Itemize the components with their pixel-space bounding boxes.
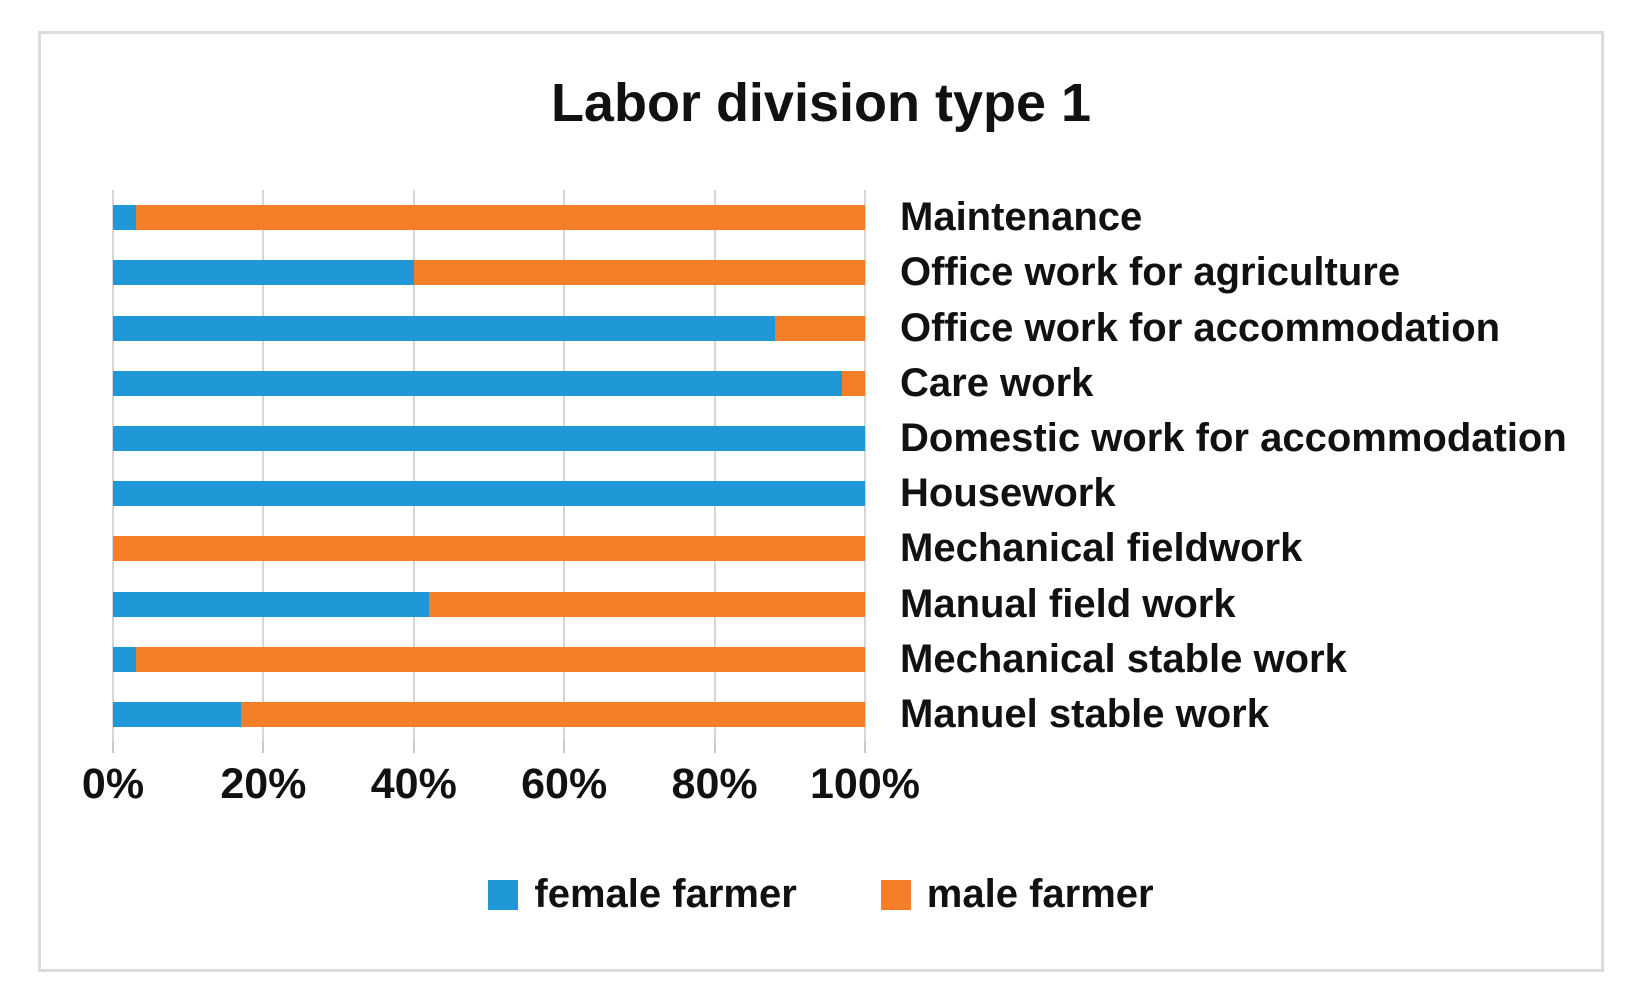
x-axis-tick — [864, 742, 866, 753]
bar-segment-female-farmer — [113, 425, 865, 451]
category-label: Maintenance — [900, 195, 1143, 240]
x-axis-tick — [713, 742, 716, 753]
category-label: Mechanical fieldwork — [900, 526, 1303, 571]
x-axis-tick-label: 80% — [671, 760, 758, 808]
legend-label: male farmer — [926, 872, 1154, 916]
bar-row — [113, 466, 865, 521]
chart-frame: Labor division type 1 Maintenance Office … — [38, 31, 1604, 972]
category-label: Manuel stable work — [900, 691, 1269, 736]
bar-row — [113, 411, 865, 466]
category-label: Office work for agriculture — [900, 250, 1401, 295]
bar-segment-male-farmer — [135, 205, 865, 231]
x-axis-tick — [412, 742, 415, 753]
bar-rows — [113, 190, 865, 742]
category-labels: Maintenance Office work for agriculture Of… — [900, 190, 1590, 742]
category-label: Manual field work — [900, 581, 1236, 626]
bar-row — [113, 245, 865, 300]
chart-title: Labor division type 1 — [550, 73, 1092, 133]
bar-row — [113, 521, 865, 576]
bar-row — [113, 356, 865, 411]
bar-segment-male-farmer — [774, 315, 865, 341]
bar-segment-female-farmer — [113, 260, 414, 286]
bar-row — [113, 190, 865, 245]
plot-area — [112, 190, 866, 742]
bar-stack-9 — [113, 646, 865, 672]
category-label: Domestic work for accommodation — [900, 415, 1567, 460]
legend-swatch-male-farmer — [880, 879, 911, 910]
bar-stack-1 — [113, 205, 865, 231]
category-label: Housework — [900, 471, 1116, 516]
bar-stack-7 — [113, 536, 865, 562]
bar-segment-male-farmer — [428, 591, 865, 617]
x-axis-tick — [262, 742, 265, 753]
category-label: Care work — [900, 360, 1094, 405]
x-axis-tick — [563, 742, 566, 753]
bar-row — [113, 687, 865, 742]
legend-item-female-farmer: female farmer — [488, 872, 797, 917]
bar-segment-female-farmer — [113, 481, 865, 507]
bar-stack-10 — [113, 701, 865, 727]
bar-segment-female-farmer — [113, 370, 843, 396]
x-axis-tick-label: 40% — [370, 760, 457, 808]
bar-segment-female-farmer — [113, 315, 775, 341]
category-label: Mechanical stable work — [900, 636, 1347, 681]
gridline-60% — [563, 190, 566, 742]
bar-row — [113, 300, 865, 355]
x-axis-tick-label: 60% — [521, 760, 608, 808]
bar-segment-female-farmer — [113, 591, 429, 617]
bar-segment-male-farmer — [842, 370, 865, 396]
bar-stack-2 — [113, 260, 865, 286]
bar-segment-male-farmer — [113, 536, 865, 562]
gridline-100% — [864, 190, 866, 742]
legend-item-male-farmer: male farmer — [880, 872, 1154, 917]
gridline-0% — [112, 190, 114, 742]
category-label: Office work for accommodation — [900, 305, 1501, 350]
bar-segment-female-farmer — [113, 205, 136, 231]
legend-swatch-female-farmer — [488, 879, 519, 910]
bar-stack-5 — [113, 425, 865, 451]
bar-row — [113, 632, 865, 687]
bar-segment-female-farmer — [113, 646, 136, 672]
bar-stack-4 — [113, 370, 865, 396]
legend: female farmer male farmer — [41, 872, 1601, 917]
bar-stack-8 — [113, 591, 865, 617]
bar-segment-male-farmer — [135, 646, 865, 672]
legend-label: female farmer — [534, 872, 797, 916]
gridline-80% — [713, 190, 716, 742]
x-axis-tick-label: 0% — [81, 760, 145, 808]
bar-stack-3 — [113, 315, 865, 341]
gridline-40% — [412, 190, 415, 742]
bar-segment-female-farmer — [113, 701, 241, 727]
x-axis-tick — [112, 742, 114, 753]
x-axis-tick-label: 20% — [220, 760, 307, 808]
gridline-20% — [262, 190, 265, 742]
bar-stack-6 — [113, 481, 865, 507]
bar-segment-male-farmer — [413, 260, 865, 286]
bar-segment-male-farmer — [240, 701, 865, 727]
bar-row — [113, 576, 865, 631]
x-axis-tick-label: 100% — [810, 760, 920, 808]
